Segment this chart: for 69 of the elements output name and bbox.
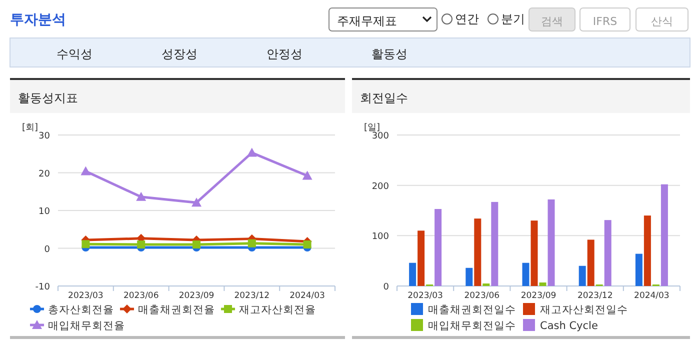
chart-title: 활동성지표 bbox=[18, 91, 78, 105]
bar bbox=[466, 268, 473, 286]
bar bbox=[482, 283, 490, 286]
bar bbox=[474, 218, 482, 286]
bar bbox=[587, 240, 594, 286]
chart-title: 회전일수 bbox=[360, 91, 408, 105]
point bbox=[137, 240, 146, 248]
bar bbox=[418, 230, 425, 286]
bar bbox=[635, 254, 642, 286]
legend-label: 매입채무회전율 bbox=[48, 320, 125, 332]
bar bbox=[604, 220, 612, 286]
y-tick-label: 0 bbox=[44, 244, 50, 255]
point bbox=[302, 170, 312, 180]
legend-label: 재고자산회전일수 bbox=[540, 304, 628, 316]
x-tick-label: 2024/03 bbox=[290, 291, 325, 301]
text: 안정성 bbox=[266, 47, 302, 61]
text: 분기 bbox=[501, 12, 525, 26]
x-tick-label: 2023/12 bbox=[577, 291, 613, 301]
y-axis-title: [일] bbox=[364, 123, 380, 133]
point bbox=[248, 239, 256, 248]
text: 투자분석 bbox=[10, 12, 66, 28]
bar bbox=[644, 216, 651, 286]
x-tick-label: 2023/06 bbox=[464, 291, 500, 301]
x-tick-label: 2023/03 bbox=[68, 291, 104, 301]
bar bbox=[434, 208, 442, 286]
x-tick-label: 2023/09 bbox=[178, 291, 214, 301]
point bbox=[246, 148, 257, 157]
text: 수익성 bbox=[56, 47, 92, 61]
bar bbox=[530, 220, 538, 286]
bar bbox=[409, 262, 416, 286]
point bbox=[303, 240, 312, 248]
legend-label: Cash Cycle bbox=[540, 320, 598, 332]
y-tick-label: -10 bbox=[35, 282, 50, 292]
x-tick-label: 2023/09 bbox=[520, 291, 556, 301]
bar bbox=[578, 266, 586, 286]
text: 성장성 bbox=[162, 47, 198, 61]
y-axis-title: [회] bbox=[22, 123, 38, 133]
y-tick-label: 20 bbox=[38, 169, 50, 180]
x-tick-label: 2023/12 bbox=[234, 291, 270, 301]
text: 산식 bbox=[651, 15, 673, 28]
point bbox=[80, 166, 91, 176]
legend-label: 총자산회전율 bbox=[48, 304, 114, 316]
point bbox=[192, 198, 202, 207]
y-tick-label: 10 bbox=[38, 207, 50, 217]
x-tick-label: 2024/03 bbox=[634, 291, 670, 301]
bar bbox=[522, 262, 530, 286]
y-tick-label: 30 bbox=[38, 132, 50, 142]
y-tick-label: 300 bbox=[372, 132, 390, 142]
bar bbox=[491, 202, 498, 286]
bar bbox=[548, 199, 555, 286]
x-tick-label: 2023/06 bbox=[123, 291, 159, 301]
point bbox=[82, 240, 90, 248]
text: 검색 bbox=[541, 15, 563, 28]
text: 활동성 bbox=[372, 47, 408, 61]
y-tick-label: 100 bbox=[372, 232, 390, 242]
legend-label: 재고자산회전율 bbox=[239, 304, 316, 316]
text: IFRS bbox=[592, 15, 618, 28]
x-tick-label: 2023/03 bbox=[408, 291, 443, 301]
legend-label: 매출채권회전일수 bbox=[428, 304, 516, 316]
legend-label: 매입채무회전일수 bbox=[428, 320, 516, 332]
bar bbox=[539, 282, 546, 286]
text: 연간 bbox=[455, 12, 479, 26]
y-tick-label: 0 bbox=[383, 282, 390, 292]
bar bbox=[660, 184, 668, 286]
point bbox=[136, 192, 146, 201]
y-tick-label: 200 bbox=[372, 182, 390, 192]
legend-label: 매출채권회전율 bbox=[138, 304, 215, 316]
text: 주재무제표 bbox=[337, 14, 397, 28]
point bbox=[192, 240, 200, 248]
